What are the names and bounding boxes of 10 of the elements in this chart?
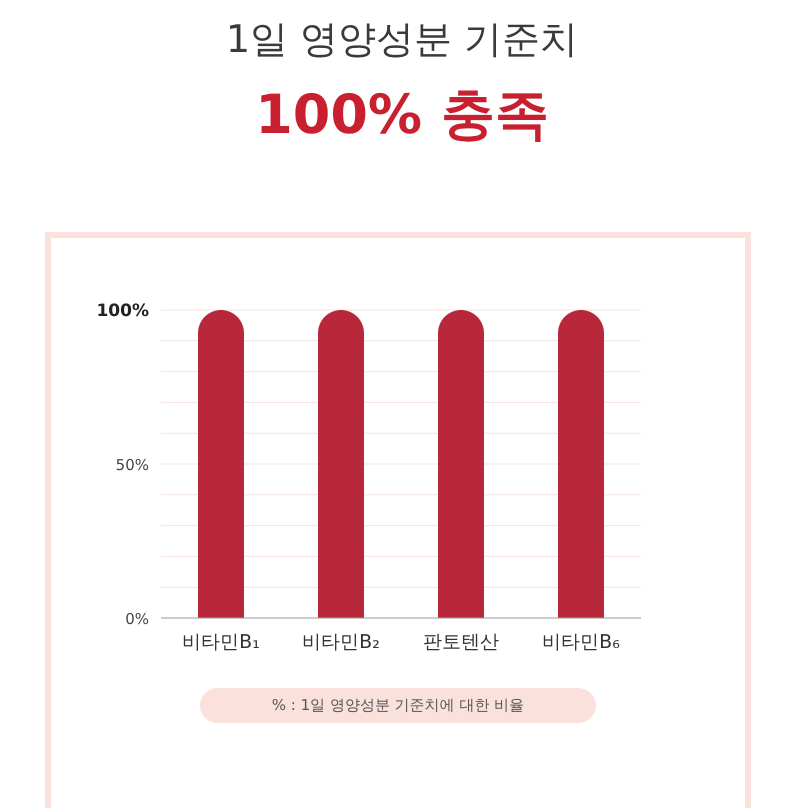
chart-title: 1일 영양성분 기준치 — [224, 16, 580, 63]
y-tick-label: 100% — [96, 301, 149, 321]
x-tick-label: 비타민B₆ — [542, 631, 620, 653]
x-tick-label: 비타민B₂ — [302, 631, 380, 653]
y-tick-label: 50% — [116, 456, 149, 474]
x-tick-label: 비타민B₁ — [182, 631, 260, 653]
text: % : 1일 영양성분 기준치에 대한 비율 — [200, 688, 596, 723]
x-tick-label: 판토텐산 — [423, 631, 499, 653]
y-tick-label: 0% — [125, 610, 149, 628]
chart-subtitle: 100% 충족 — [254, 82, 550, 148]
